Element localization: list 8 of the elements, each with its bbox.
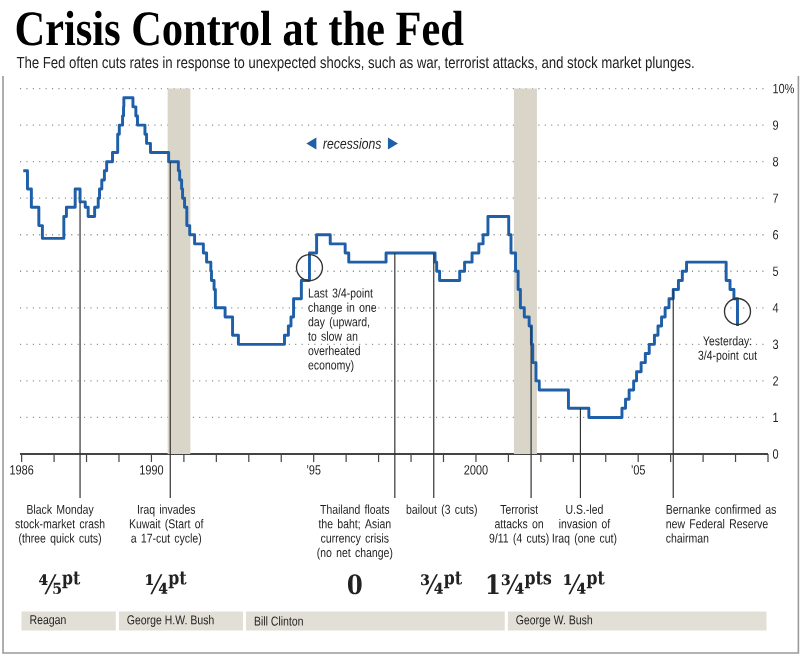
text: ¾$^{pt}$ — [421, 571, 463, 595]
text: 0 — [347, 574, 362, 595]
text: ¼$^{pt}$ — [146, 571, 187, 595]
chart-subtitle: The Fed often cuts rates in response to unexpected shocks, such as war, terrorist attacks, and stock market plunges. — [16, 56, 694, 72]
text: 1¾$^{pts}$ — [487, 571, 552, 595]
text: ⅘$^{pt}$ — [38, 571, 81, 595]
text: ¼$^{pt}$ — [564, 571, 605, 595]
chart-title: Crisis Control at the Fed — [16, 10, 464, 46]
